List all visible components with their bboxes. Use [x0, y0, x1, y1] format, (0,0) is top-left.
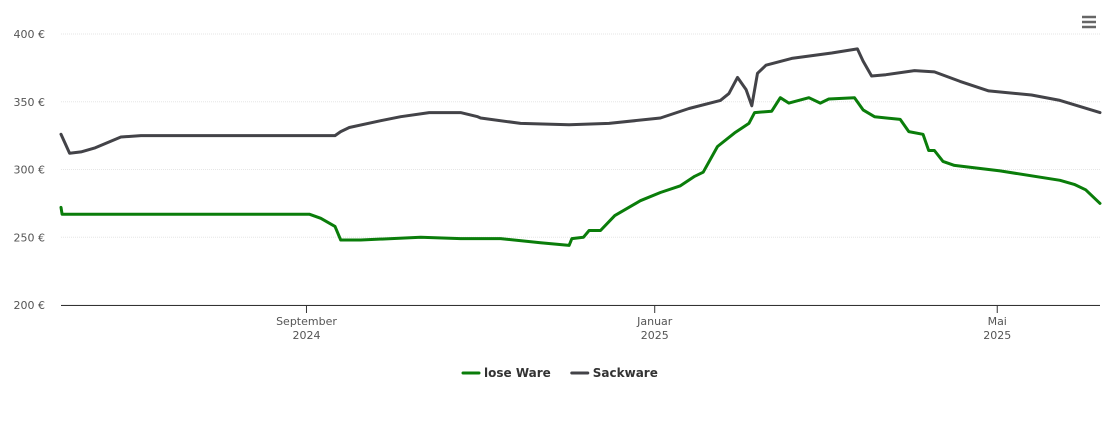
legend-label: lose Ware [484, 366, 551, 380]
y-tick-label: 300 € [14, 164, 46, 177]
series-line [59, 96, 1102, 247]
y-tick-label: 200 € [14, 299, 46, 312]
legend-label: Sackware [593, 366, 658, 380]
legend-item: Sackware [570, 366, 658, 380]
series-line [59, 47, 1102, 155]
legend: lose Ware Sackware [461, 366, 658, 380]
x-tick-label: 2024 [292, 329, 320, 342]
menu-button[interactable] [1080, 14, 1098, 30]
x-tick-label: September [276, 315, 337, 328]
legend-item: lose Ware [461, 366, 551, 380]
x-tick-label: 2025 [641, 329, 669, 342]
x-tick-label: Januar [636, 315, 673, 328]
x-tick-label: 2025 [983, 329, 1011, 342]
y-tick-label: 350 € [14, 96, 46, 109]
x-tick-label: Mai [988, 315, 1007, 328]
y-tick-label: 250 € [14, 231, 46, 244]
y-tick-label: 400 € [14, 28, 46, 41]
